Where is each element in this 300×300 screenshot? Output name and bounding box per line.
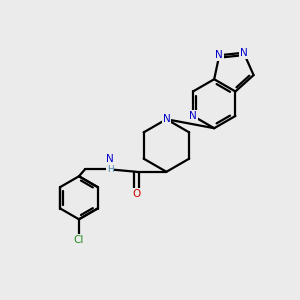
Text: N: N (163, 114, 170, 124)
Text: N: N (215, 50, 223, 60)
Text: Cl: Cl (74, 235, 84, 244)
Text: N: N (189, 111, 197, 121)
Text: O: O (132, 189, 141, 199)
Text: H: H (107, 165, 114, 174)
Text: N: N (240, 48, 248, 58)
Text: N: N (106, 154, 113, 164)
